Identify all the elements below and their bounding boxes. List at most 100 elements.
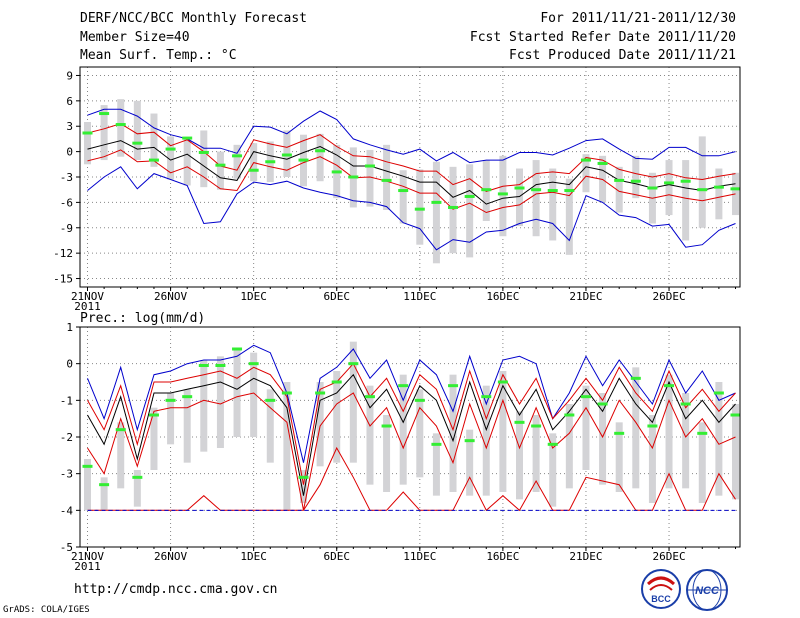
x-tick-label: 1DEC: [240, 550, 267, 563]
x-tick-label: 16DEC: [486, 550, 519, 563]
ensemble-box: [133, 470, 141, 507]
y-tick-label: 1: [66, 321, 73, 334]
ensemble-box: [200, 360, 208, 452]
ensemble-box: [532, 415, 540, 492]
ensemble-box: [565, 404, 573, 489]
ensemble-box: [167, 393, 175, 445]
ensemble-box: [432, 433, 440, 496]
ensemble-box: [732, 404, 739, 500]
ensemble-box: [316, 382, 324, 467]
x-tick-label: 26NOV: [154, 290, 187, 303]
x-tick-label: 26NOV: [154, 550, 187, 563]
variable-label: Mean Surf. Temp.: °C: [80, 48, 237, 63]
y-tick-label: 0: [66, 358, 73, 371]
ensemble-box: [516, 411, 523, 500]
ensemble-box: [183, 138, 191, 186]
ensemble-box: [665, 374, 673, 489]
ensemble-box: [682, 393, 690, 489]
ensemble-box: [399, 170, 407, 224]
ensemble-box: [449, 374, 457, 492]
ensemble-box: [449, 166, 457, 254]
ensemble-box: [150, 407, 158, 470]
ensemble-box: [84, 122, 91, 165]
ensemble-box: [117, 99, 125, 157]
ensemble-box: [150, 113, 158, 167]
ensemble-box: [499, 155, 507, 237]
ensemble-box: [383, 415, 391, 492]
bcc-logo: BCC: [641, 569, 681, 609]
panel-title: Prec.: log(mm/d): [80, 311, 205, 326]
y-tick-label: -2: [60, 431, 73, 444]
ensemble-box: [682, 160, 690, 241]
member-size: Member Size=40: [80, 30, 190, 45]
ensemble-box: [549, 433, 557, 507]
ensemble-box: [300, 470, 307, 503]
ensemble-box: [416, 169, 424, 245]
ensemble-box: [466, 164, 474, 258]
series-line-max: [87, 344, 736, 463]
ensemble-box: [582, 154, 590, 193]
ensemble-box: [283, 382, 291, 511]
ensemble-box: [349, 341, 357, 463]
ncc-logo: NCC: [686, 569, 728, 611]
ensemble-box: [100, 477, 108, 511]
x-tick-label: 26DEC: [652, 550, 685, 563]
ensemble-box: [665, 160, 673, 216]
ensemble-box: [615, 166, 623, 213]
x-tick-label: 11DEC: [403, 550, 436, 563]
ensemble-box: [216, 151, 224, 190]
ensemble-box: [399, 374, 407, 485]
ensemble-box: [117, 422, 125, 489]
x-tick-label: 16DEC: [486, 290, 519, 303]
source-url[interactable]: http://cmdp.ncc.cma.gov.cn: [74, 582, 278, 597]
ensemble-box: [648, 415, 656, 503]
ensemble-box: [200, 130, 208, 188]
ensemble-box: [615, 422, 623, 492]
x-tick-label: 2011: [74, 300, 101, 313]
ensemble-box: [698, 422, 706, 503]
ensemble-box: [233, 144, 241, 179]
x-tick-label: 6DEC: [323, 290, 350, 303]
x-tick-label: 21DEC: [569, 290, 602, 303]
series-line-mean-minus-sd: [87, 392, 736, 511]
ensemble-box: [499, 371, 507, 492]
y-tick-label: -4: [60, 504, 74, 517]
ensemble-box: [183, 389, 191, 463]
series-line-mean-plus-minus-sd: [87, 123, 736, 192]
ensemble-box: [532, 160, 540, 237]
grads-credit: GrADS: COLA/IGES: [3, 605, 90, 615]
ensemble-box: [565, 178, 573, 255]
ensemble-box: [632, 367, 640, 489]
ensemble-box: [316, 133, 324, 182]
ensemble-box: [482, 385, 490, 496]
ensemble-box: [632, 155, 640, 199]
bcc-logo-text: BCC: [651, 594, 671, 604]
ensemble-box: [366, 149, 374, 207]
series-line-max: [87, 108, 736, 164]
series-line-mean-plus-minus-sd: [87, 362, 736, 485]
y-tick-label: -6: [60, 196, 73, 209]
y-tick-label: 6: [66, 95, 73, 108]
ncc-logo-text: NCC: [695, 585, 720, 597]
y-tick-label: 9: [66, 69, 73, 82]
ensemble-box: [366, 385, 374, 485]
ensemble-box: [100, 105, 108, 161]
series-line-min: [87, 446, 736, 512]
series-line-mean: [87, 373, 736, 496]
y-tick-label: -5: [60, 541, 73, 554]
ensemble-box: [233, 349, 241, 437]
ensemble-box: [333, 371, 341, 463]
series-line-mean-minus-sd: [87, 149, 736, 214]
y-tick-label: -3: [60, 171, 73, 184]
x-tick-label: 6DEC: [323, 550, 350, 563]
x-tick-label: 21NOV: [71, 290, 104, 303]
ensemble-box: [715, 168, 723, 220]
series-line-mean: [87, 140, 736, 205]
plot-frame: [79, 66, 741, 288]
ensemble-box: [266, 389, 274, 463]
series-line-min: [87, 166, 736, 251]
forecast-period: For 2011/11/21-2011/12/30: [540, 11, 736, 26]
y-tick-label: -12: [53, 247, 73, 260]
ensemble-box: [516, 168, 523, 227]
x-tick-label: 21DEC: [569, 550, 602, 563]
